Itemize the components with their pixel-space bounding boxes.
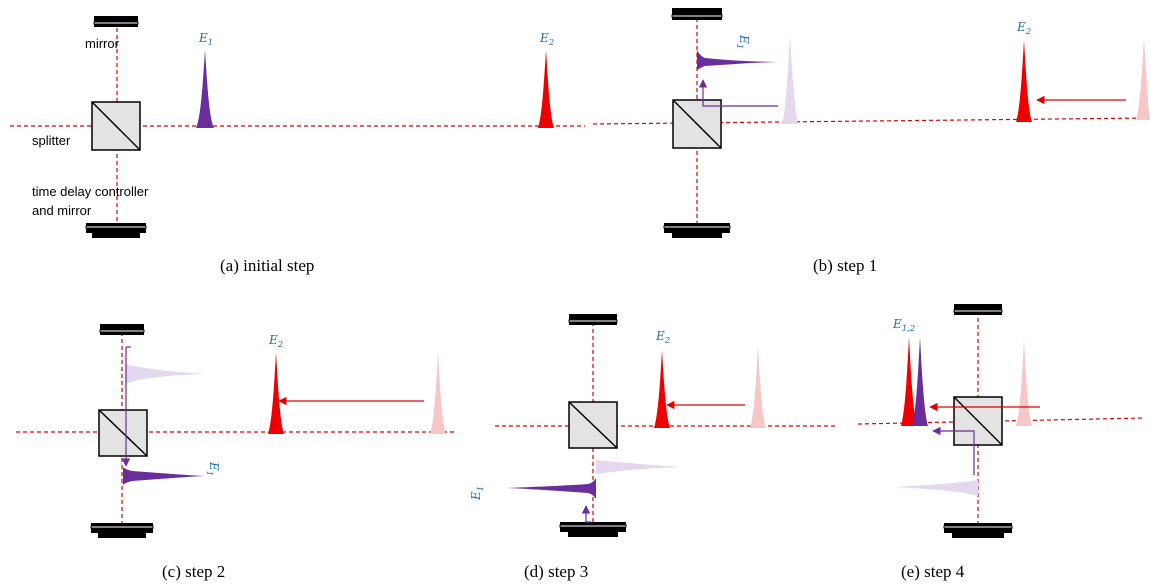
delay-controller-label: time delay controller <box>32 184 149 199</box>
panel-d: E1 E2 (d) step 3 <box>469 314 836 581</box>
panel-b: E1 E2 (b) step 1 <box>592 8 1150 275</box>
bottom-mirror <box>663 223 731 238</box>
e12-label: E1,2 <box>892 317 915 334</box>
top-mirror <box>93 16 139 27</box>
e1-pulse <box>123 467 204 485</box>
e1-faded-pulse <box>596 460 682 474</box>
beam-splitter <box>672 99 722 149</box>
e2-label: E2 <box>539 31 554 48</box>
e1-label: E1 <box>198 31 213 48</box>
e1-faded-pulse <box>782 36 798 124</box>
caption-a: (a) initial step <box>220 256 314 275</box>
e1-pulse <box>697 50 782 70</box>
caption-d: (d) step 3 <box>524 562 588 581</box>
caption-e: (e) step 4 <box>901 562 965 581</box>
e1-pulse <box>196 50 214 128</box>
e1-faded-pulse <box>125 364 207 384</box>
panel-e: E1,2 (e) step 4 <box>857 304 1146 581</box>
e1-label: E1 <box>734 34 751 49</box>
e1-pulse <box>507 478 596 499</box>
top-mirror <box>568 314 618 325</box>
e2-faded-pulse <box>430 352 446 434</box>
beam-splitter <box>953 396 1003 446</box>
e2-faded-pulse <box>1136 38 1150 120</box>
e1-path-arrow <box>698 79 778 107</box>
bottom-mirror <box>90 523 154 538</box>
caption-c: (c) step 2 <box>162 562 225 581</box>
bottom-mirror <box>943 523 1013 538</box>
panel-a: mirror splitter time delay controller an… <box>10 16 585 275</box>
top-mirror <box>953 304 1003 315</box>
e1-label: E1 <box>204 461 221 476</box>
e1-label: E1 <box>469 486 486 501</box>
beam-splitter <box>91 101 141 151</box>
beam-splitter <box>98 409 148 457</box>
e2-pulse <box>268 352 284 434</box>
top-mirror <box>671 8 723 20</box>
top-mirror <box>99 324 145 335</box>
e1-path-arrow <box>932 426 975 475</box>
bottom-mirror <box>559 522 627 537</box>
panel-c: E1 E2 (c) step 2 <box>16 324 455 581</box>
e2-faded-pulse <box>1016 340 1032 426</box>
delay-controller-label-2: and mirror <box>32 203 92 218</box>
e2-faded-pulse <box>750 345 766 428</box>
e2-label: E2 <box>1016 20 1031 37</box>
e2-pulse <box>1016 40 1032 122</box>
e1-pulse <box>912 337 928 426</box>
e2-pulse <box>538 50 554 128</box>
e2-label: E2 <box>655 329 670 346</box>
splitter-label: splitter <box>32 133 71 148</box>
e1-faded-pulse <box>893 480 978 496</box>
e2-label: E2 <box>268 333 283 350</box>
e2-pulse <box>654 350 670 428</box>
e2-pulse <box>901 337 917 426</box>
beam-splitter <box>568 401 618 449</box>
bottom-mirror <box>85 223 147 238</box>
mirror-label: mirror <box>85 36 120 51</box>
caption-b: (b) step 1 <box>813 256 877 275</box>
